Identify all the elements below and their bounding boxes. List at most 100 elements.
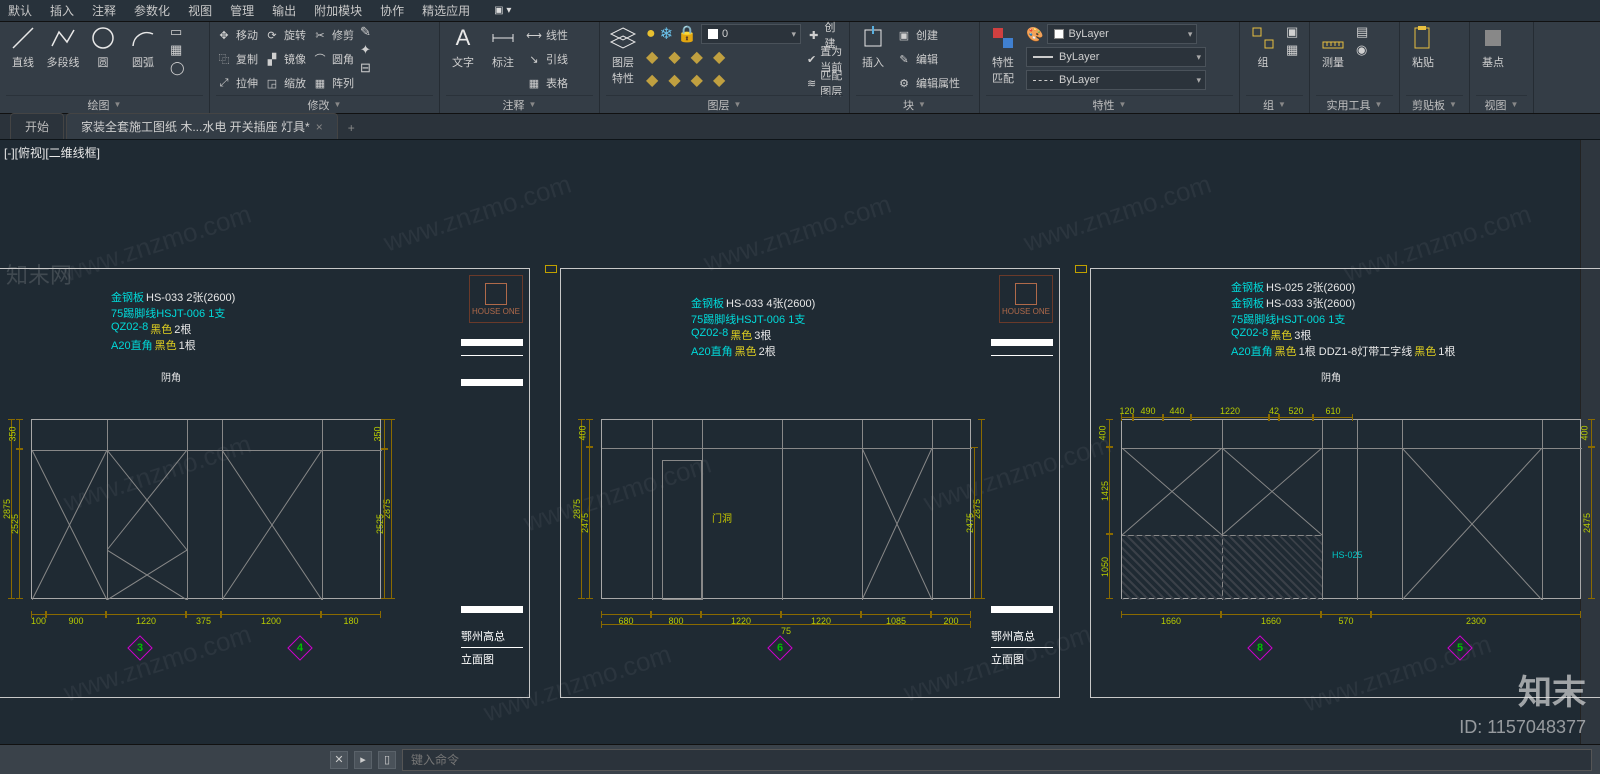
table-button[interactable]: ▦表格	[526, 72, 568, 94]
line-button[interactable]: 直线	[6, 24, 40, 70]
section-marker: 3	[127, 635, 152, 660]
color-select[interactable]: ByLayer	[1047, 24, 1197, 44]
lineweight-select[interactable]: ByLayer	[1026, 47, 1206, 67]
layer-tool-icon[interactable]: ◆	[646, 47, 658, 67]
menu-item[interactable]: 输出	[272, 2, 296, 19]
group-button[interactable]: 组	[1246, 24, 1280, 70]
qselect-icon[interactable]: ◉	[1356, 42, 1368, 58]
bulb-icon[interactable]: ●	[646, 25, 656, 43]
material-notes: 金钢板 HS-033 4张(2600) 75踢脚线HSJT-006 1支 QZ0…	[691, 295, 815, 359]
scale-button[interactable]: ◲缩放	[264, 72, 306, 94]
ribbon-panel-draw: 直线 多段线 圆 圆弧 ▭ ▦ ◯ 绘图▼	[0, 22, 210, 113]
trim-icon: ✂	[312, 27, 328, 43]
drawing-viewport[interactable]: [-][俯视][二维线框] www.znzmo.com www.znzmo.co…	[0, 140, 1600, 744]
layer-tool-icon[interactable]: ◆	[713, 47, 725, 67]
layer-tool-icon[interactable]: ◆	[668, 70, 680, 90]
text-button[interactable]: A 文字	[446, 24, 480, 70]
circle-button[interactable]: 圆	[86, 24, 120, 70]
titleblock	[461, 339, 523, 395]
move-button[interactable]: ✥移动	[216, 24, 258, 46]
layer-select[interactable]: 0	[701, 24, 801, 44]
close-icon[interactable]: ×	[316, 120, 323, 134]
menu-item[interactable]: 精选应用	[422, 2, 470, 19]
layer-tool-icon[interactable]: ◆	[668, 47, 680, 67]
arc-button[interactable]: 圆弧	[126, 24, 160, 70]
linear-dim-button[interactable]: ⟷线性	[526, 24, 568, 46]
menu-item[interactable]: 视图	[188, 2, 212, 19]
leader-button[interactable]: ↘引线	[526, 48, 568, 70]
watermark: www.znzmo.com	[380, 169, 575, 259]
text-icon: A	[449, 24, 477, 52]
rotate-button[interactable]: ⟳旋转	[264, 24, 306, 46]
ellipse-icon[interactable]: ◯	[170, 60, 185, 76]
measure-button[interactable]: 测量	[1316, 24, 1350, 70]
ungroup-icon[interactable]: ▣	[1286, 24, 1298, 40]
cmd-close-icon[interactable]: ✕	[330, 751, 348, 769]
color-wheel-icon[interactable]: 🎨	[1026, 26, 1043, 43]
freeze-icon[interactable]: ❄	[660, 24, 673, 44]
matchprop-button[interactable]: 特性 匹配	[986, 24, 1020, 86]
layer-properties-button[interactable]: 图层 特性	[606, 24, 640, 86]
layer-match-button[interactable]: ≋匹配图层	[807, 72, 843, 94]
copy-button[interactable]: ⿻复制	[216, 48, 258, 70]
rotate-icon: ⟳	[264, 27, 280, 43]
insert-button[interactable]: 插入	[856, 24, 890, 70]
layer-tool-icon[interactable]: ◆	[691, 70, 703, 90]
basepoint-icon	[1479, 24, 1507, 52]
command-input[interactable]	[402, 749, 1592, 771]
layer-tool-icon[interactable]: ◆	[713, 70, 725, 90]
layers-icon	[609, 24, 637, 52]
scale-icon: ◲	[264, 75, 280, 91]
calc-icon[interactable]: ▤	[1356, 24, 1368, 40]
group-edit-icon[interactable]: ▦	[1286, 42, 1298, 58]
drawing-sheet: HOUSE ONE 鄂州高总 立面图 金钢板 HS-033 4张(2600) 7…	[560, 268, 1060, 698]
dimension-button[interactable]: 标注	[486, 24, 520, 70]
file-tab[interactable]: 家装全套施工图纸 木...水电 开关插座 灯具*×	[66, 113, 338, 139]
menu-overflow-icon[interactable]: ▣ ▾	[494, 5, 511, 16]
menu-item[interactable]: 默认	[8, 2, 32, 19]
erase-icon[interactable]: ✎	[360, 24, 371, 40]
elevation-drawing: 门洞	[601, 419, 971, 599]
menu-item[interactable]: 协作	[380, 2, 404, 19]
image-id: ID: 1157048377	[1459, 717, 1586, 738]
linetype-select[interactable]: ByLayer	[1026, 70, 1206, 90]
offset-icon[interactable]: ⊟	[360, 60, 371, 76]
menu-item[interactable]: 管理	[230, 2, 254, 19]
copy-icon: ⿻	[216, 51, 232, 67]
fillet-button[interactable]: ⌒圆角	[312, 48, 354, 70]
menu-item[interactable]: 参数化	[134, 2, 170, 19]
cmd-recent-icon[interactable]: ▸	[354, 751, 372, 769]
file-tab[interactable]: 开始	[10, 113, 64, 139]
layer-tool-icon[interactable]: ◆	[646, 70, 658, 90]
trim-button[interactable]: ✂修剪	[312, 24, 354, 46]
block-create-button[interactable]: ▣创建	[896, 24, 960, 46]
explode-icon[interactable]: ✦	[360, 42, 371, 58]
menu-item[interactable]: 附加模块	[314, 2, 362, 19]
callout-label: 阴角	[1321, 369, 1341, 384]
menu-item[interactable]: 注释	[92, 2, 116, 19]
lock-icon[interactable]: 🔒	[677, 24, 697, 44]
titleblock-logo: HOUSE ONE	[469, 275, 523, 323]
brand-watermark: 知末	[1518, 665, 1586, 714]
hatch-icon[interactable]: ▦	[170, 42, 185, 58]
rect-icon[interactable]: ▭	[170, 24, 185, 40]
basepoint-button[interactable]: 基点	[1476, 24, 1510, 70]
layer-tool-icon[interactable]: ◆	[691, 47, 703, 67]
array-button[interactable]: ▦阵列	[312, 72, 354, 94]
polyline-button[interactable]: 多段线	[46, 24, 80, 70]
block-edit-button[interactable]: ✎编辑	[896, 48, 960, 70]
paste-button[interactable]: 粘贴	[1406, 24, 1440, 70]
ribbon-panel-clipboard: 粘贴 剪贴板▼	[1400, 22, 1470, 113]
section-marker: 4	[287, 635, 312, 660]
ribbon-panel-properties: 特性 匹配 🎨 ByLayer ByLayer ByLayer 特性▼	[980, 22, 1240, 113]
menu-bar: 默认 插入 注释 参数化 视图 管理 输出 附加模块 协作 精选应用 ▣ ▾	[0, 0, 1600, 22]
stretch-button[interactable]: ⤢拉伸	[216, 72, 258, 94]
add-tab-button[interactable]: +	[340, 117, 363, 139]
menu-item[interactable]: 插入	[50, 2, 74, 19]
ribbon-panel-layers: 图层 特性 ● ❄ 🔒 0 ◆ ◆ ◆ ◆ ◆ ◆ ◆	[600, 22, 850, 113]
paste-icon	[1409, 24, 1437, 52]
mirror-button[interactable]: ▞镜像	[264, 48, 306, 70]
viewport-label[interactable]: [-][俯视][二维线框]	[4, 144, 100, 161]
group-icon	[1249, 24, 1277, 52]
block-attr-button[interactable]: ⚙编辑属性	[896, 72, 960, 94]
